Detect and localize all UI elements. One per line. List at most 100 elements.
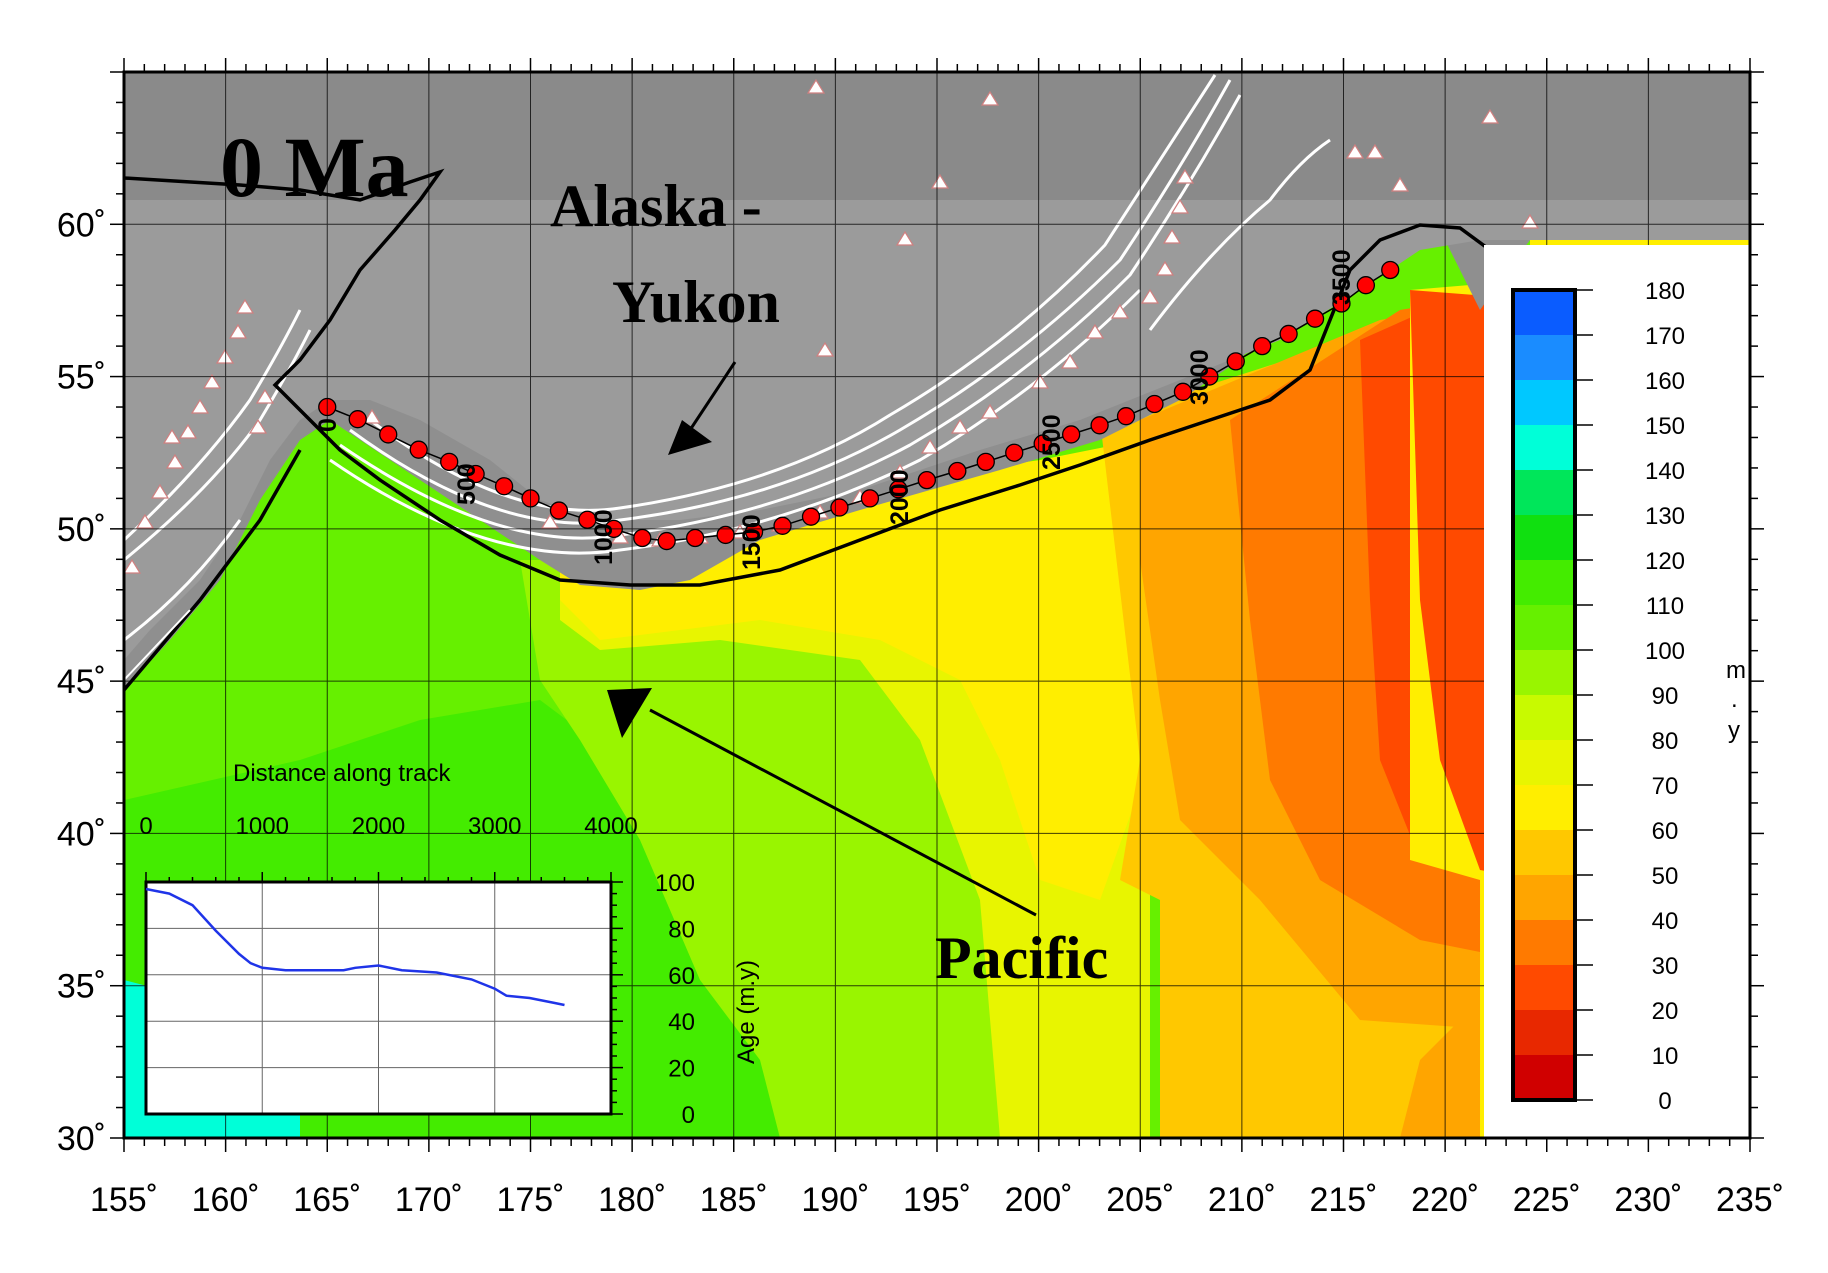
- volcano-markers: [124, 78, 1540, 574]
- longitude-tick-label: 230˚: [1614, 1181, 1682, 1219]
- track-point: [830, 498, 849, 517]
- colorbar-tick-label: 150: [1645, 413, 1685, 440]
- colorbar-tick-label: 180: [1645, 278, 1685, 305]
- inset-y-tick-label: 40: [668, 1009, 695, 1036]
- track-point: [1332, 294, 1351, 313]
- inset-x-tick-label: 3000: [468, 813, 521, 840]
- volcano-icon: [1030, 373, 1050, 389]
- volcano-icon: [950, 418, 970, 434]
- inset-y-axis-label: Age (m.y): [733, 960, 760, 1064]
- latitude-tick-labels: 60˚ 55˚ 50˚ 45˚ 40˚ 35˚ 30˚: [57, 206, 106, 1158]
- volcano-icon: [815, 341, 835, 357]
- volcano-icon: [228, 323, 248, 339]
- track-point: [860, 489, 880, 508]
- map-area: 0 500 1000 1500 2000 2500 3000 3500 0 Ma…: [124, 72, 1750, 1138]
- volcano-icon: [806, 78, 826, 94]
- colorbar-segment: [1513, 335, 1575, 381]
- track-point: [633, 528, 652, 548]
- colorbar: 1801701601501401301201101009080706050403…: [1511, 278, 1685, 1115]
- volcano-icon: [980, 90, 1000, 106]
- region-label-alaska: Alaska -: [550, 173, 762, 239]
- track-label-3000: 3000: [1186, 349, 1214, 405]
- colorbar-segment: [1513, 425, 1575, 471]
- arrow-line-pacific: [649, 708, 1037, 917]
- volcano-icon: [150, 483, 170, 499]
- colorbar-tick-label: 50: [1652, 863, 1679, 890]
- track-point: [773, 516, 792, 535]
- colorbar-tick-label: 100: [1645, 638, 1685, 665]
- arrows: [607, 361, 1037, 917]
- age-label: 0 Ma: [220, 119, 409, 215]
- track-label-1500: 1500: [738, 514, 766, 570]
- inset-age-line: [145, 887, 565, 1007]
- colorbar-segment: [1513, 1010, 1575, 1056]
- track-point: [1116, 407, 1136, 426]
- colorbar-segment: [1513, 605, 1575, 651]
- volcano-icon: [1085, 323, 1105, 339]
- volcano-icon: [248, 418, 268, 434]
- track-point: [1061, 425, 1081, 444]
- track-point: [1356, 276, 1376, 295]
- colorbar-tick-label: 20: [1652, 998, 1679, 1025]
- inset-y-tick-label: 0: [682, 1102, 695, 1129]
- longitude-tick-label: 205˚: [1106, 1181, 1174, 1219]
- colorbar-unit-m: m: [1726, 657, 1746, 684]
- inset-chart: Distance along track 0 1000 2000 3000 4000 1…: [139, 760, 760, 1129]
- track-label-500: 500: [453, 463, 481, 505]
- track-point: [409, 440, 428, 459]
- volcano-icon: [730, 523, 750, 539]
- track-point: [348, 410, 367, 429]
- volcano-icon: [190, 398, 210, 414]
- volcano-icon: [202, 373, 222, 389]
- longitude-tick-label: 160˚: [192, 1181, 260, 1219]
- track-point: [1145, 394, 1164, 414]
- longitude-tick-label: 235˚: [1716, 1181, 1784, 1219]
- plate-boundary-west: [124, 449, 302, 692]
- colorbar-tick-label: 110: [1646, 593, 1684, 620]
- arrow-head-pacific: [607, 688, 652, 738]
- colorbar-tick-label: 120: [1645, 548, 1685, 575]
- volcano-icon: [1162, 228, 1182, 244]
- track-point: [744, 522, 764, 542]
- track-distance-labels: 0 500 1000 1500 2000 2500 3000 3500: [314, 249, 1356, 570]
- latitude-tick-label: 35˚: [57, 968, 106, 1006]
- latitude-tick-label: 50˚: [57, 511, 106, 549]
- longitude-tick-label: 175˚: [496, 1181, 564, 1219]
- colorbar-tick-label: 130: [1645, 503, 1685, 530]
- inset-y-tick-label: 80: [668, 916, 695, 943]
- volcano-icon: [255, 388, 275, 404]
- volcano-icon: [1155, 260, 1175, 276]
- volcano-icon: [1175, 168, 1195, 184]
- inset-y-tick-labels: 100 80 60 40 20 0: [655, 870, 695, 1129]
- volcano-icon: [540, 513, 560, 529]
- track-point: [1090, 416, 1109, 435]
- volcano-icon: [930, 173, 950, 189]
- colorbar-tick-label: 30: [1652, 953, 1679, 980]
- colorbar-tick-label: 90: [1652, 683, 1679, 710]
- volcano-icon: [135, 513, 155, 529]
- colorbar-segment: [1513, 695, 1575, 741]
- colorbar-unit-dot: .: [1731, 686, 1738, 713]
- colorbar-tick-label: 80: [1652, 728, 1679, 755]
- colorbar-unit: m . y: [1726, 657, 1746, 744]
- volcano-icon: [1110, 303, 1130, 319]
- longitude-tick-label: 225˚: [1513, 1181, 1581, 1219]
- track-point: [657, 531, 676, 551]
- track-point: [1005, 443, 1024, 462]
- track-points: [318, 260, 1400, 551]
- colorbar-unit-y: y: [1728, 717, 1740, 744]
- volcano-icon: [162, 428, 182, 444]
- colorbar-segment: [1513, 920, 1575, 966]
- track-point: [466, 464, 485, 484]
- ocean-age-corner-orange: [1400, 1000, 1480, 1138]
- longitude-tick-label: 185˚: [700, 1181, 768, 1219]
- volcano-icon: [235, 298, 255, 314]
- volcano-icon: [1480, 108, 1500, 124]
- track-point: [917, 470, 936, 490]
- latitude-tick-label: 55˚: [57, 359, 106, 397]
- colorbar-segment: [1513, 380, 1575, 426]
- track-point: [1226, 352, 1245, 371]
- longitude-tick-label: 200˚: [1005, 1181, 1073, 1219]
- longitude-tick-label: 155˚: [90, 1181, 158, 1219]
